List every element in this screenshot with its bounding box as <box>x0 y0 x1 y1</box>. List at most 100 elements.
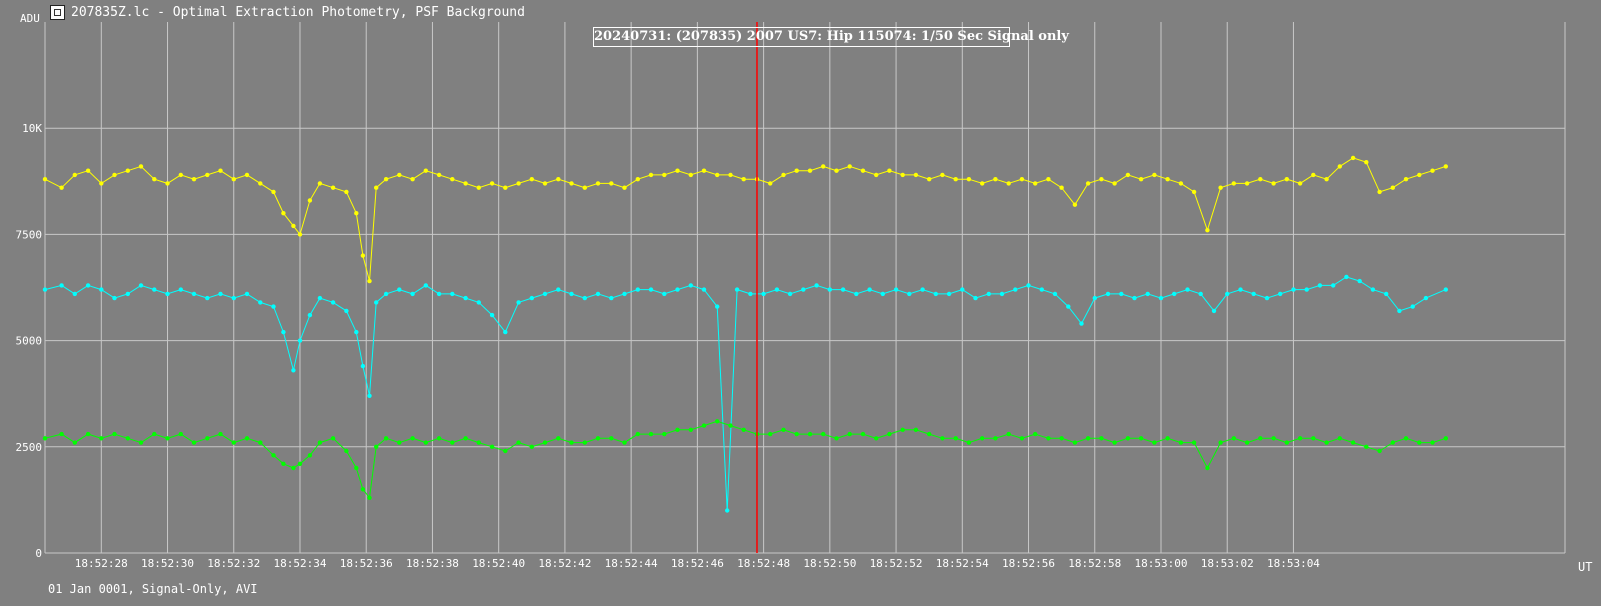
data-point <box>1225 291 1230 297</box>
data-point <box>781 427 786 432</box>
data-point <box>1423 295 1429 301</box>
data-point <box>231 440 236 445</box>
x-tick-label: 18:52:52 <box>870 557 923 570</box>
data-point <box>423 168 428 173</box>
data-point <box>1132 295 1137 301</box>
data-point <box>794 431 799 437</box>
data-point <box>648 172 654 178</box>
data-point <box>529 177 534 182</box>
data-point <box>436 291 442 297</box>
data-point <box>741 427 746 432</box>
data-point <box>1271 436 1276 441</box>
data-point <box>1403 177 1409 182</box>
data-point <box>582 440 587 445</box>
data-point <box>354 211 359 216</box>
data-point <box>542 440 548 445</box>
data-point <box>410 436 415 441</box>
data-point <box>1370 287 1376 292</box>
data-point <box>317 440 323 445</box>
data-point <box>72 291 78 297</box>
data-point <box>1145 291 1150 297</box>
data-point <box>542 181 548 186</box>
data-point <box>281 211 286 216</box>
data-point <box>1324 177 1329 182</box>
data-point <box>980 436 985 441</box>
x-tick-label: 18:52:58 <box>1068 557 1121 570</box>
lightcurve-app-icon[interactable] <box>50 4 65 20</box>
data-point <box>1105 291 1111 297</box>
data-point <box>1291 287 1296 292</box>
data-point <box>450 440 455 445</box>
data-point <box>542 291 548 297</box>
data-point <box>1278 291 1283 297</box>
data-point <box>887 168 892 173</box>
data-point <box>1158 295 1164 301</box>
data-point <box>178 431 183 437</box>
data-point <box>556 287 561 292</box>
x-tick-label: 18:52:50 <box>803 557 856 570</box>
data-point <box>1377 189 1382 195</box>
data-point <box>814 283 819 288</box>
data-point <box>761 291 766 297</box>
data-point <box>205 295 210 301</box>
data-point <box>1112 181 1117 186</box>
data-point <box>1324 440 1329 445</box>
data-point <box>516 300 521 305</box>
data-point <box>112 295 117 301</box>
data-point <box>1317 283 1323 288</box>
data-point <box>244 172 250 178</box>
data-point <box>1205 228 1210 233</box>
window-title: 207835Z.lc - Optimal Extraction Photomet… <box>71 4 525 20</box>
data-point <box>463 181 468 186</box>
data-point <box>152 287 157 292</box>
x-tick-label: 18:52:56 <box>1002 557 1055 570</box>
series-line-1 <box>44 157 1446 282</box>
data-point <box>152 431 157 437</box>
data-point <box>1033 181 1038 186</box>
data-point <box>1297 181 1303 186</box>
data-point <box>662 431 667 437</box>
data-point <box>1377 448 1382 454</box>
data-point <box>1390 440 1396 445</box>
data-point <box>1099 177 1104 182</box>
data-point <box>874 436 879 441</box>
data-point <box>1211 308 1217 314</box>
data-point <box>688 427 693 432</box>
data-point <box>244 291 250 297</box>
y-tick-label: 2500 <box>16 441 43 454</box>
data-point <box>178 172 183 178</box>
data-point <box>1085 181 1091 186</box>
data-point <box>662 291 667 297</box>
data-point <box>330 436 336 441</box>
data-point <box>450 291 455 297</box>
data-point <box>635 177 640 182</box>
data-point <box>768 431 773 437</box>
data-point <box>489 181 495 186</box>
data-point <box>165 291 170 297</box>
data-point <box>374 444 379 449</box>
data-point <box>1384 291 1389 297</box>
data-point <box>1390 185 1396 190</box>
data-point <box>1185 287 1190 292</box>
data-point <box>281 461 286 466</box>
data-point <box>205 172 210 178</box>
data-point <box>410 177 415 182</box>
x-tick-label: 18:53:00 <box>1134 557 1187 570</box>
data-point <box>1443 436 1449 441</box>
series-line-3 <box>44 420 1446 500</box>
data-point <box>582 295 587 301</box>
data-point <box>271 304 276 309</box>
data-point <box>907 291 912 297</box>
data-point <box>966 177 972 182</box>
data-point <box>1046 177 1051 182</box>
y-axis-label: ADU <box>20 12 40 25</box>
data-point <box>1072 202 1078 207</box>
data-point <box>781 172 786 178</box>
data-point <box>973 295 978 301</box>
data-point <box>1364 444 1369 449</box>
data-point <box>1331 283 1336 288</box>
chart-title: 20240731: (207835) 2007 US7: Hip 115074:… <box>593 27 1069 47</box>
data-point <box>125 436 130 441</box>
data-point <box>1191 189 1197 195</box>
